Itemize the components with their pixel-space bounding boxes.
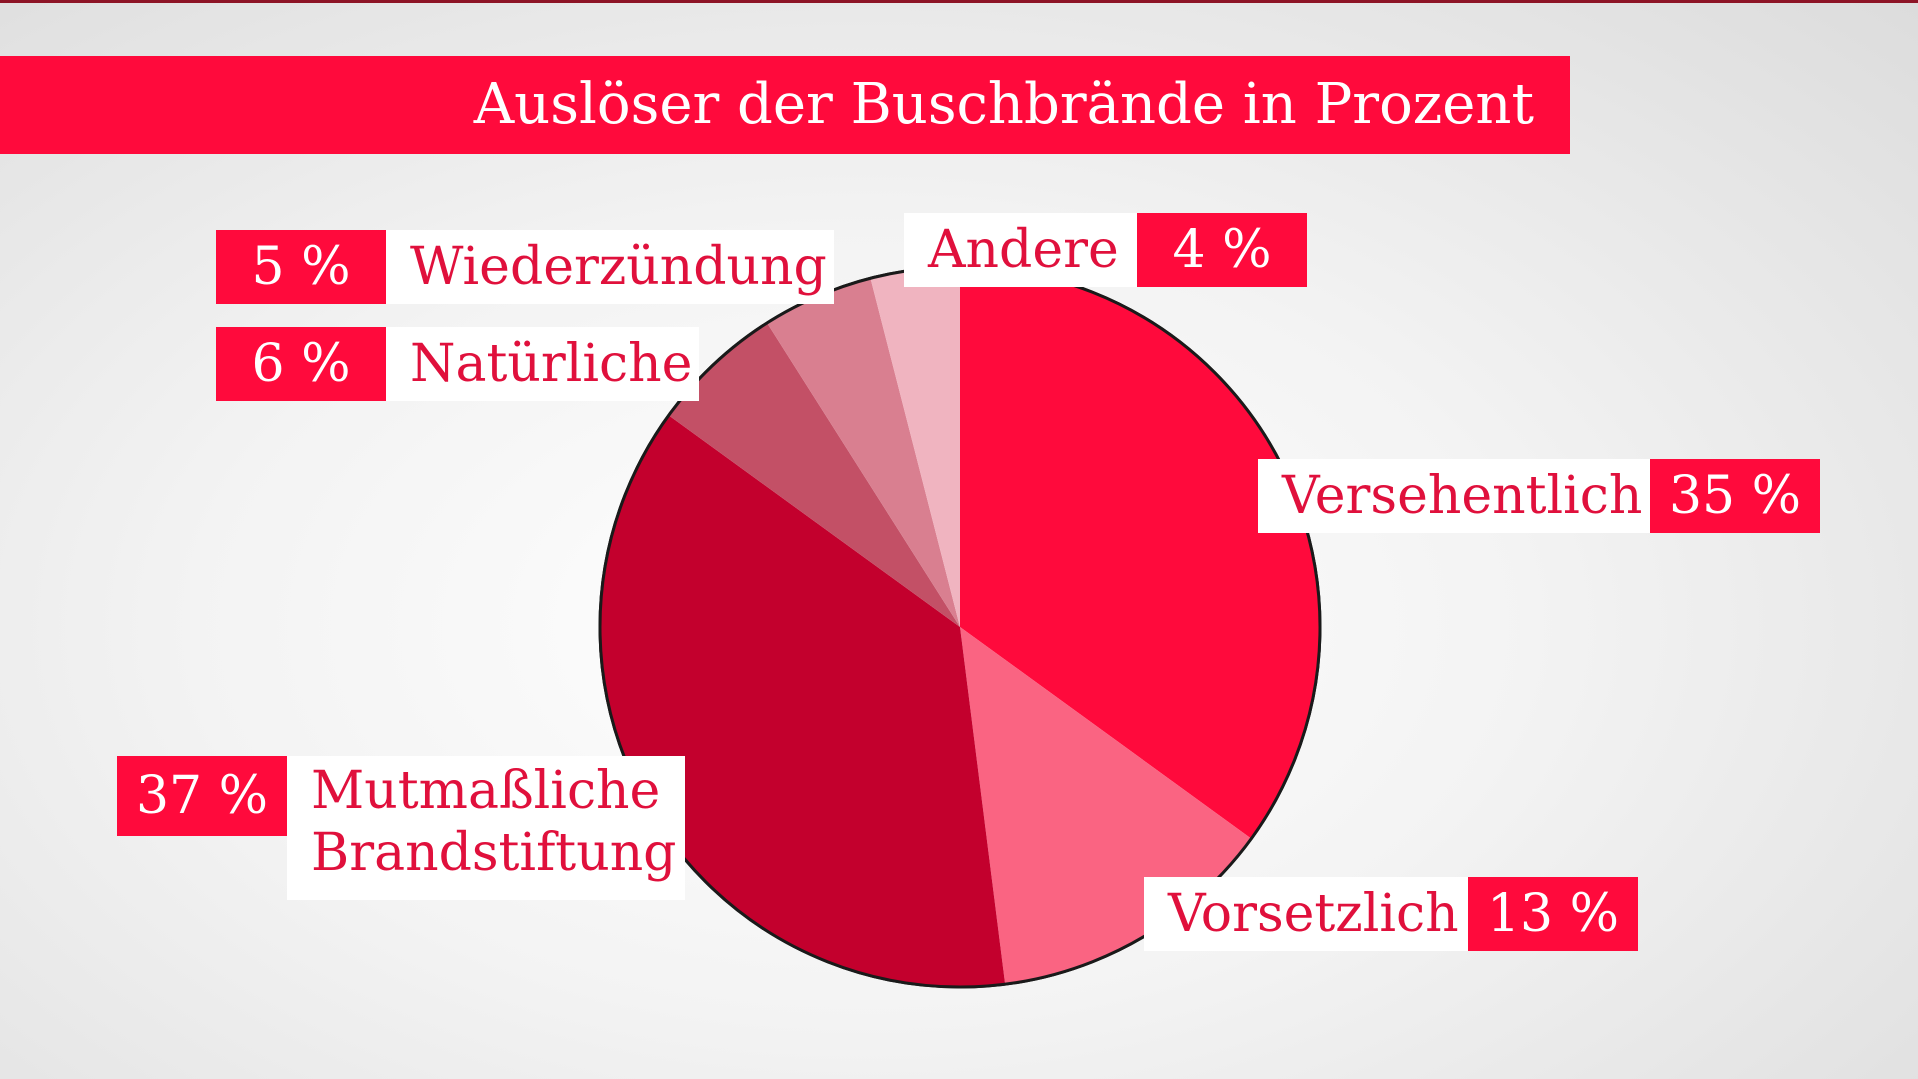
label-andere: Andere 4 %	[904, 213, 1307, 287]
slice-label-andere: Andere	[904, 213, 1137, 287]
slice-label-brandstiftung-line-2: Brandstiftung	[311, 823, 677, 883]
pie-slice-versehentlich	[960, 267, 1321, 839]
slice-label-brandstiftung-line-1: Mutmaßliche	[311, 761, 661, 821]
slice-value-vorsetzlich: 13 %	[1468, 877, 1638, 951]
slice-label-natuerliche: Natürliche	[386, 327, 699, 401]
slice-value-versehentlich: 35 %	[1650, 459, 1820, 533]
pie-slice-mutma-liche-brandstiftung	[600, 415, 1006, 988]
label-natuerliche: 6 % Natürliche	[216, 327, 699, 401]
chart-title: Auslöser der Buschbrände in Prozent	[0, 56, 1570, 154]
slice-value-andere: 4 %	[1137, 213, 1307, 287]
top-rule	[0, 0, 1918, 3]
pie-slice-andere	[870, 267, 960, 627]
slice-value-wiederzuendung: 5 %	[216, 230, 386, 304]
label-versehentlich: Versehentlich 35 %	[1258, 459, 1820, 533]
label-mutmassliche-brandstiftung: 37 % Mutmaßliche Brandstiftung	[117, 756, 685, 900]
slice-label-vorsetzlich: Vorsetzlich	[1144, 877, 1468, 951]
pie-slice-nat-rliche	[668, 323, 960, 627]
slice-label-versehentlich: Versehentlich	[1258, 459, 1650, 533]
label-wiederzuendung: 5 % Wiederzündung	[216, 230, 834, 304]
slice-label-wiederzuendung: Wiederzündung	[386, 230, 834, 304]
pie-slice-wiederz-ndung	[767, 278, 960, 627]
slice-label-brandstiftung: Mutmaßliche Brandstiftung	[287, 756, 685, 900]
slice-value-brandstiftung: 37 %	[117, 756, 287, 836]
slice-value-natuerliche: 6 %	[216, 327, 386, 401]
label-vorsetzlich: Vorsetzlich 13 %	[1144, 877, 1638, 951]
